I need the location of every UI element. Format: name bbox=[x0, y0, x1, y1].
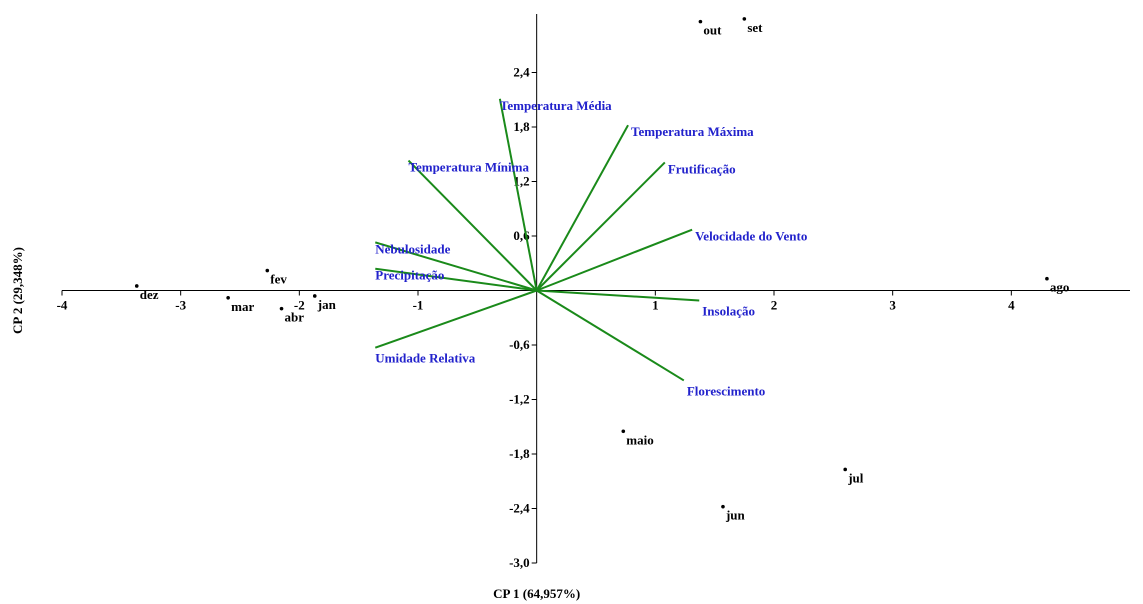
x-tick-label: -4 bbox=[57, 298, 68, 313]
score-point bbox=[843, 467, 847, 472]
y-tick-label: -3,0 bbox=[509, 555, 530, 570]
loading-vector-line bbox=[536, 289, 685, 382]
loading-vector-line bbox=[407, 159, 538, 292]
y-tick-label: 1,2 bbox=[513, 174, 529, 189]
y-tick-label: 2,4 bbox=[513, 65, 530, 80]
loading-vector-label: Florescimento bbox=[687, 383, 765, 398]
score-point bbox=[742, 17, 747, 21]
loading-vector-line bbox=[375, 267, 537, 292]
score-point-label: dez bbox=[140, 287, 159, 302]
y-tick-label: -1,2 bbox=[509, 392, 530, 407]
loading-vector-label: Insolação bbox=[702, 303, 755, 318]
y-axis-ticks: 2,41,81,20,6-0,6-1,2-1,8-2,4-3,0 bbox=[509, 65, 537, 570]
score-point bbox=[279, 306, 284, 311]
loading-vector-line bbox=[536, 289, 700, 302]
x-tick-label: -1 bbox=[413, 298, 424, 313]
loading-vector-line bbox=[498, 98, 538, 291]
score-point-label: maio bbox=[626, 432, 653, 447]
x-axis-ticks: -4 -3 -2 -1 1 2 3 4 bbox=[57, 290, 1015, 313]
score-point-label: fev bbox=[270, 272, 287, 287]
x-tick-label: 1 bbox=[652, 298, 659, 313]
y-tick-label: 1,8 bbox=[513, 119, 530, 134]
score-point-label: mar bbox=[231, 299, 254, 314]
loading-vector-line bbox=[374, 241, 537, 292]
loading-vector-label: Temperatura Mínima bbox=[409, 160, 530, 175]
loading-vector-label: Temperatura Máxima bbox=[631, 124, 754, 139]
score-point bbox=[621, 429, 626, 434]
x-tick-label: -3 bbox=[175, 298, 186, 313]
score-point bbox=[226, 295, 230, 300]
score-point bbox=[698, 19, 703, 24]
score-point-label: jan bbox=[317, 297, 337, 312]
loading-vector-label: Nebulosidade bbox=[375, 241, 450, 256]
loading-vector-label: Velocidade do Vento bbox=[695, 229, 807, 244]
score-point bbox=[265, 268, 270, 273]
score-point-label: out bbox=[703, 23, 722, 38]
y-tick-label: -0,6 bbox=[509, 337, 530, 352]
loading-vector-label: Frutificação bbox=[668, 161, 736, 176]
y-axis-title: CP 2 (29,348%) bbox=[10, 247, 25, 334]
loading-vector-line bbox=[535, 124, 629, 291]
x-tick-label: 4 bbox=[1008, 298, 1015, 313]
score-point-label: set bbox=[747, 20, 763, 35]
score-point-label: jun bbox=[725, 508, 746, 523]
score-point bbox=[312, 294, 317, 298]
loading-vector-label: Precipitação bbox=[375, 268, 444, 283]
score-point-label: jul bbox=[847, 470, 864, 485]
x-tick-label: -2 bbox=[294, 298, 305, 313]
x-axis-title: CP 1 (64,957%) bbox=[493, 586, 580, 601]
score-point-label: ago bbox=[1050, 280, 1070, 295]
score-point bbox=[134, 284, 139, 288]
x-tick-label: 3 bbox=[889, 298, 896, 313]
loading-vector-label: Umidade Relativa bbox=[375, 351, 476, 366]
score-point bbox=[721, 504, 725, 509]
score-point bbox=[1045, 276, 1049, 281]
score-point-label: abr bbox=[285, 310, 305, 325]
loading-vector-label: Temperatura Média bbox=[500, 98, 612, 113]
axes: -4 -3 -2 -1 1 2 3 4 2,41,81,20,6-0,6-1,2-1,8-2,… bbox=[57, 14, 1130, 570]
loading-vectors: Temperatura Média Temperatura Máxima Tempe… bbox=[374, 98, 807, 398]
y-tick-label: -2,4 bbox=[509, 501, 530, 516]
loading-vector-line bbox=[374, 289, 538, 349]
y-tick-label: -1,8 bbox=[509, 446, 530, 461]
x-tick-label: 2 bbox=[771, 298, 778, 313]
loading-vector-line bbox=[535, 161, 666, 292]
loading-vector-line bbox=[536, 228, 693, 292]
